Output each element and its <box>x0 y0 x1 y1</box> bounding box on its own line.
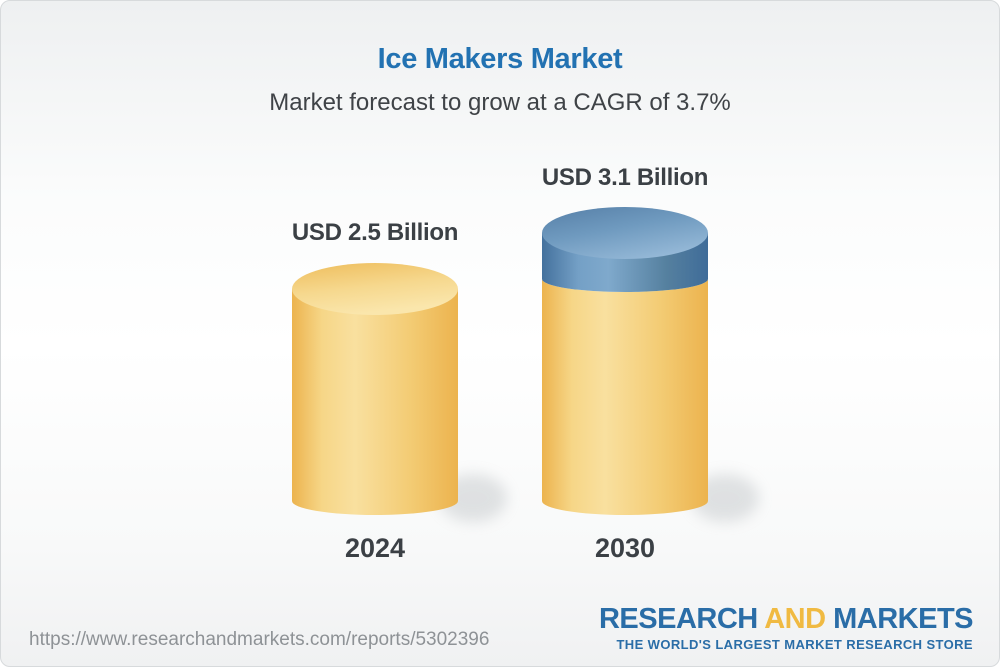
logo-part-and: AND <box>764 603 826 635</box>
category-label-2024: 2024 <box>344 533 406 563</box>
value-label-2024: USD 2.5 Billion <box>291 219 459 246</box>
page-title: Ice Makers Market <box>377 43 623 75</box>
bar-2030-cylinder <box>542 207 708 515</box>
bar-2024-cylinder <box>292 263 458 515</box>
logo-tagline: THE WORLD'S LARGEST MARKET RESEARCH STOR… <box>616 637 973 652</box>
value-label-2030: USD 3.1 Billion <box>541 164 709 191</box>
logo-part-markets: MARKETS <box>833 603 973 635</box>
research-and-markets-logo: RESEARCH AND MARKETS THE WORLD'S LARGEST… <box>598 603 974 653</box>
page-subtitle: Market forecast to grow at a CAGR of 3.7… <box>269 89 731 116</box>
logo-part-research: RESEARCH <box>598 603 758 635</box>
category-label-2030: 2030 <box>594 533 656 563</box>
report-url[interactable]: https://www.researchandmarkets.com/repor… <box>29 629 490 650</box>
logo-wordmark: RESEARCH AND MARKETS <box>598 603 974 635</box>
